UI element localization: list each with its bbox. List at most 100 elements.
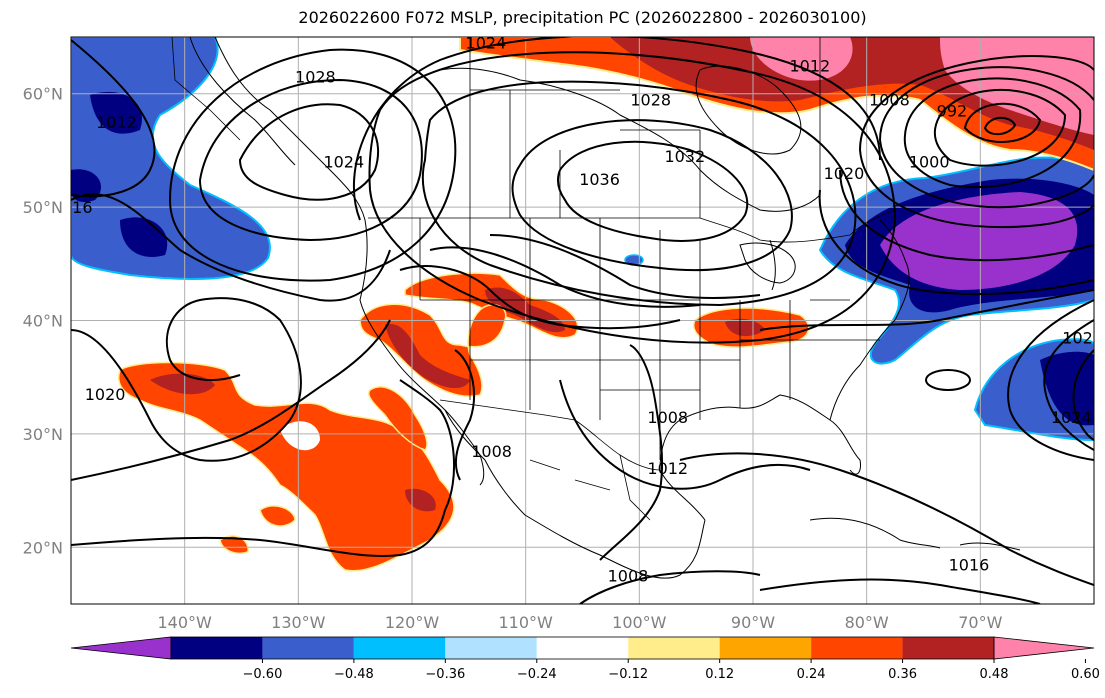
isobars	[71, 37, 1094, 604]
colorbar-frame	[170, 636, 995, 660]
colorbar-extend-low	[70, 636, 172, 660]
isobar-low-1004	[903, 77, 1082, 189]
isobar-small-ring	[925, 369, 971, 391]
isobar-1012-south	[399, 265, 681, 330]
isobar-label: 1028	[630, 90, 671, 109]
isobar-label: 992	[937, 102, 968, 121]
isobar-1028a	[421, 80, 857, 307]
isobar-1008-mex	[399, 379, 455, 511]
isobar-1020-ne	[818, 189, 1094, 296]
positive-anomaly-pacific-dark2	[405, 488, 436, 512]
isobar-1008-sw	[454, 349, 476, 481]
isobar-label: 1032	[664, 147, 705, 166]
isobar-1024-atlantic	[1072, 349, 1094, 441]
lon-tick-label: 90°W	[731, 613, 775, 632]
isobar-label: 1036	[579, 170, 620, 189]
hispaniola	[959, 542, 1021, 551]
isobar-label: 1024	[323, 153, 364, 172]
lon-tick-label: 130°W	[271, 613, 326, 632]
lat-tick-label: 20°N	[23, 538, 63, 557]
isobar-label: 1028	[295, 68, 336, 87]
isobar-1012-center	[559, 379, 811, 490]
latitude-labels: 20°N 30°N 40°N 50°N 60°N	[23, 85, 63, 558]
colorbar-label: −0.24	[517, 667, 557, 682]
isobar-1020-nw	[168, 48, 457, 282]
colorbar-swatch	[811, 637, 903, 659]
isobar-labels: 1028 1024 1012 1024 16 1028 1032 1036 1020 1008 10…	[72, 34, 1103, 586]
isobar-low-1000	[933, 88, 1067, 167]
canada-provinces	[469, 37, 821, 218]
isobar-1012-pacific	[71, 509, 446, 557]
colorbar-label: −0.60	[243, 667, 283, 682]
isobar-1024-east	[759, 289, 1094, 331]
isobar-1032	[511, 119, 793, 272]
colorbar-swatch	[171, 637, 263, 659]
lat-tick-label: 50°N	[23, 198, 63, 217]
positive-anomaly-north-pink	[750, 37, 853, 81]
state-borders	[419, 218, 880, 460]
colorbar-label: 0.48	[980, 667, 1009, 682]
isobar-label: 16	[72, 198, 92, 217]
isobar-1016-south	[429, 246, 701, 308]
isobar-1016-south2	[759, 578, 1041, 604]
isobar-1020a	[352, 37, 881, 221]
isobar-1024a	[368, 51, 897, 344]
lon-tick-label: 140°W	[157, 613, 212, 632]
colorbar-label: 0.24	[797, 667, 826, 682]
colorbar-swatch	[902, 637, 994, 659]
colorbar-swatch	[628, 637, 720, 659]
isobar-label: 1008	[869, 90, 910, 109]
isobar-label: 1020	[1062, 329, 1103, 348]
colorbar-label: 0.60	[1071, 667, 1100, 682]
colorbar-label: −0.48	[334, 667, 374, 682]
isobar-label: 1012	[96, 113, 137, 132]
alaska-coast	[189, 37, 296, 166]
isobar-label: 1020	[85, 385, 126, 404]
isobar-label: 1008	[471, 442, 512, 461]
longitude-labels: 140°W 130°W 120°W 110°W 100°W 90°W 80°W 70°W	[157, 613, 1002, 632]
isobar-1016-nw	[71, 193, 391, 302]
map-frame	[70, 36, 1095, 605]
colorbar: −0.60 −0.48 −0.36 −0.24 −0.12 0.12 0.24 0.36 0.4…	[70, 636, 1100, 682]
colorbar-label: −0.36	[425, 667, 465, 682]
colorbar-label: 0.12	[705, 667, 734, 682]
isobar-1016-caribbean	[679, 452, 1094, 586]
isobar-1008-south	[579, 570, 761, 604]
isobar-1016-atlantic	[1007, 299, 1094, 461]
isobar-label: 1008	[647, 408, 688, 427]
isobar-1020-atlantic	[1043, 319, 1094, 451]
isobar-low-992	[983, 116, 1017, 136]
positive-anomaly-west2-dark	[385, 324, 470, 389]
colorbar-swatch	[445, 637, 537, 659]
map-grid	[71, 37, 1094, 604]
lon-tick-label: 80°W	[845, 613, 889, 632]
isobar-1024-nw	[198, 78, 423, 242]
colorbar-extend-high	[993, 636, 1095, 660]
isobar-1016-pacific	[71, 319, 391, 481]
lon-tick-label: 120°W	[385, 613, 440, 632]
colorbar-swatch	[262, 637, 354, 659]
lat-tick-label: 40°N	[23, 312, 63, 331]
isobar-label: 1024	[466, 34, 507, 53]
canada-arctic-coast	[439, 67, 821, 212]
isobar-label: 1000	[909, 153, 950, 172]
colorbar-label: 0.36	[888, 667, 917, 682]
mexico-states	[529, 454, 651, 521]
cuba	[809, 517, 941, 549]
isobar-1016-ne	[839, 169, 1094, 262]
isobar-1020-pacific	[71, 297, 302, 462]
isobar-label: 1016	[949, 555, 990, 574]
lon-tick-label: 70°W	[958, 613, 1002, 632]
isobar-label: 1020	[824, 164, 865, 183]
great-lakes	[739, 242, 796, 284]
east-coast	[829, 219, 910, 421]
alaska-canada-border	[171, 37, 241, 141]
isobar-1028-nw	[238, 103, 380, 201]
isobar-1020-south	[489, 234, 761, 299]
coastlines	[189, 37, 1021, 579]
lon-tick-label: 100°W	[612, 613, 667, 632]
isobar-low-1012	[859, 55, 1094, 229]
isobar-label: 1012	[789, 56, 830, 75]
isobar-label: 1008	[608, 567, 649, 586]
